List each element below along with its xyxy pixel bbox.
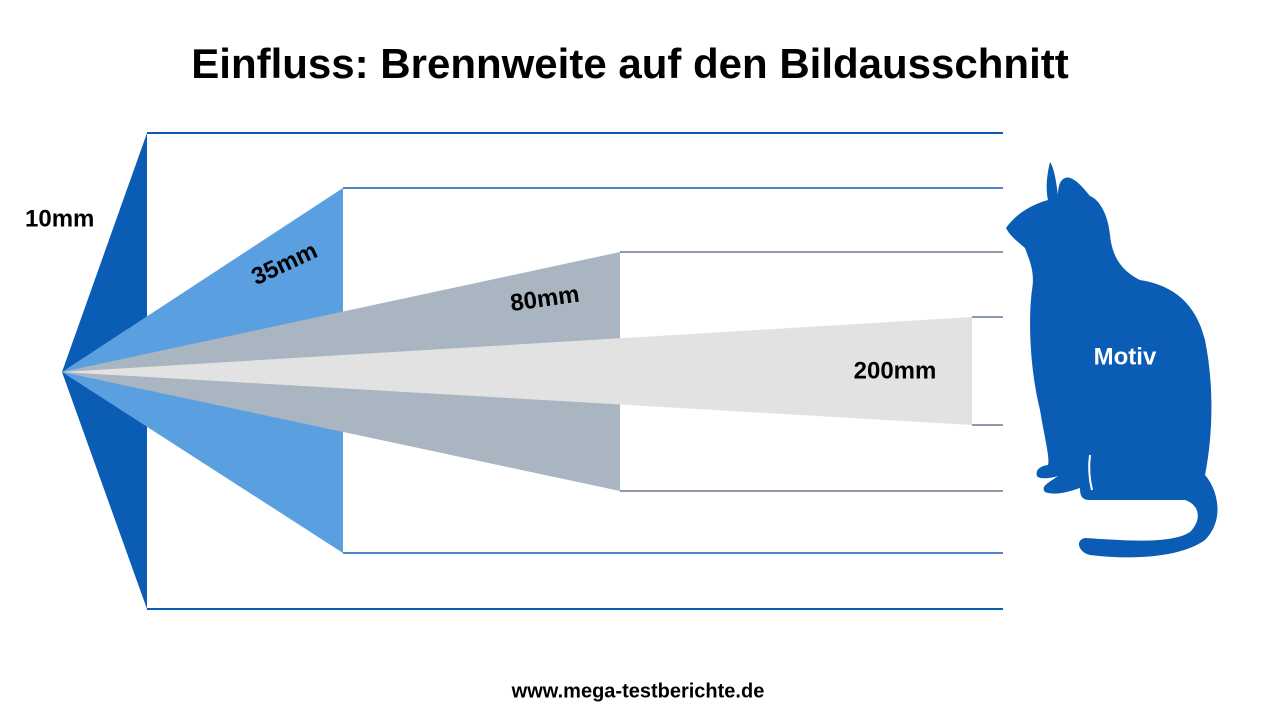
subject-label: Motiv xyxy=(1094,343,1157,370)
cat-silhouette xyxy=(1006,162,1218,558)
cat-leg-line xyxy=(1088,454,1093,491)
footer: www.mega-testberichte.de xyxy=(511,680,765,702)
title: Einfluss: Brennweite auf den Bildausschn… xyxy=(191,40,1068,87)
frame-lines xyxy=(147,132,1003,610)
cone-200mm xyxy=(62,317,972,425)
label-10mm: 10mm xyxy=(25,205,94,232)
label-200mm: 200mm xyxy=(854,357,937,384)
